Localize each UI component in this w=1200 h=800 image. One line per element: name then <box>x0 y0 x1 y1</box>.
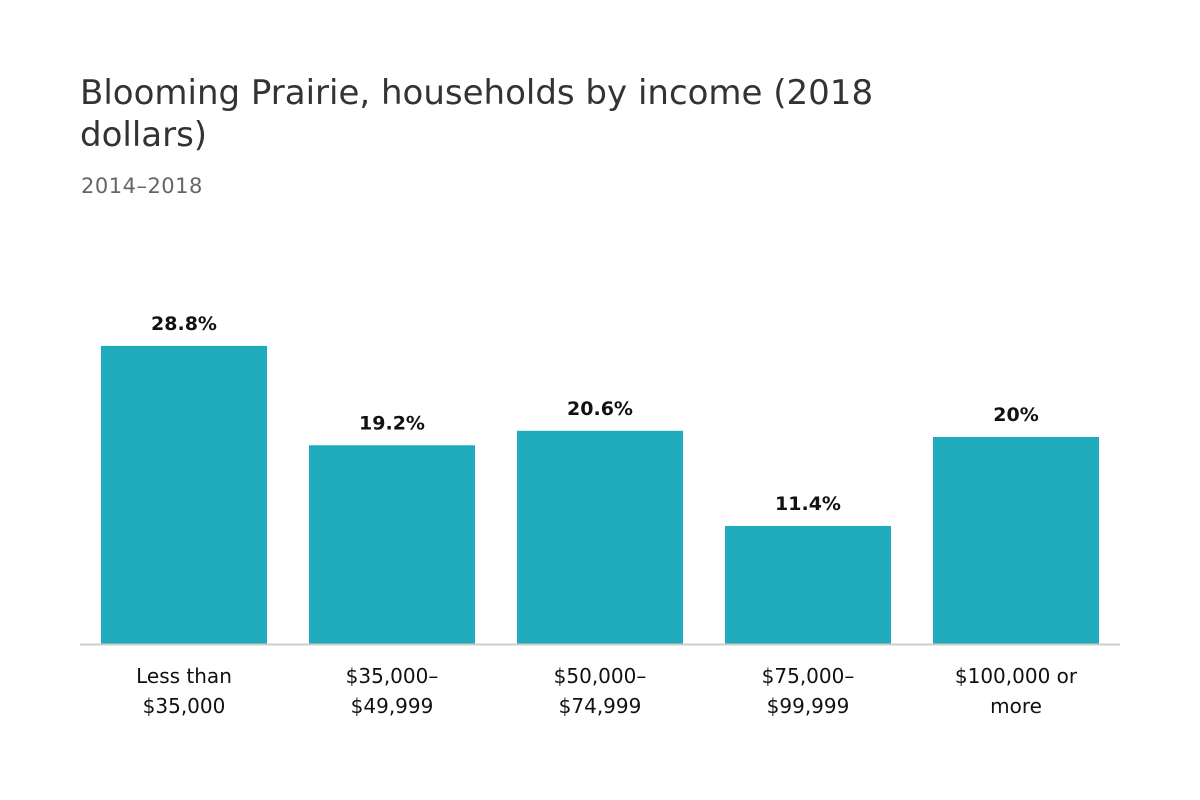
bar-value-label: 28.8% <box>151 313 217 335</box>
x-axis-tick-labels: Less than $35,000 $35,000– $49,999 $50,000– $… <box>136 664 1078 718</box>
x-tick-label: Less than $35,000 <box>136 664 232 718</box>
chart-subtitle: 2014–2018 <box>81 174 203 198</box>
bar-3 <box>517 430 683 644</box>
value-labels-layer: 28.8% 19.2% 20.6% 11.4% 20% <box>151 313 1039 515</box>
bar-5 <box>933 437 1099 644</box>
chart-title: Blooming Prairie, households by income (… <box>80 73 874 155</box>
bar-2 <box>309 445 475 644</box>
bar-value-label: 19.2% <box>359 412 425 434</box>
x-tick-label: $100,000 or more <box>955 664 1078 718</box>
x-tick-label: $75,000– $99,999 <box>762 664 855 718</box>
x-tick-label: $35,000– $49,999 <box>346 664 439 718</box>
bar-value-label: 20% <box>993 404 1038 426</box>
bar-1 <box>101 345 267 644</box>
bar-value-label: 20.6% <box>567 398 633 420</box>
bars-layer <box>101 345 1099 644</box>
x-tick-label: $50,000– $74,999 <box>554 664 647 718</box>
bar-4 <box>725 526 891 644</box>
bar-value-label: 11.4% <box>775 493 841 515</box>
